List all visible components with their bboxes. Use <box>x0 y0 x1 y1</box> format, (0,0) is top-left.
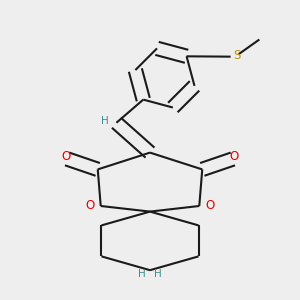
Text: O: O <box>205 200 214 212</box>
Text: H: H <box>154 269 162 279</box>
Text: S: S <box>233 50 240 62</box>
Text: O: O <box>62 150 71 163</box>
Text: H: H <box>138 269 146 279</box>
Text: O: O <box>229 150 238 163</box>
Text: O: O <box>86 200 95 212</box>
Text: H: H <box>100 116 108 126</box>
